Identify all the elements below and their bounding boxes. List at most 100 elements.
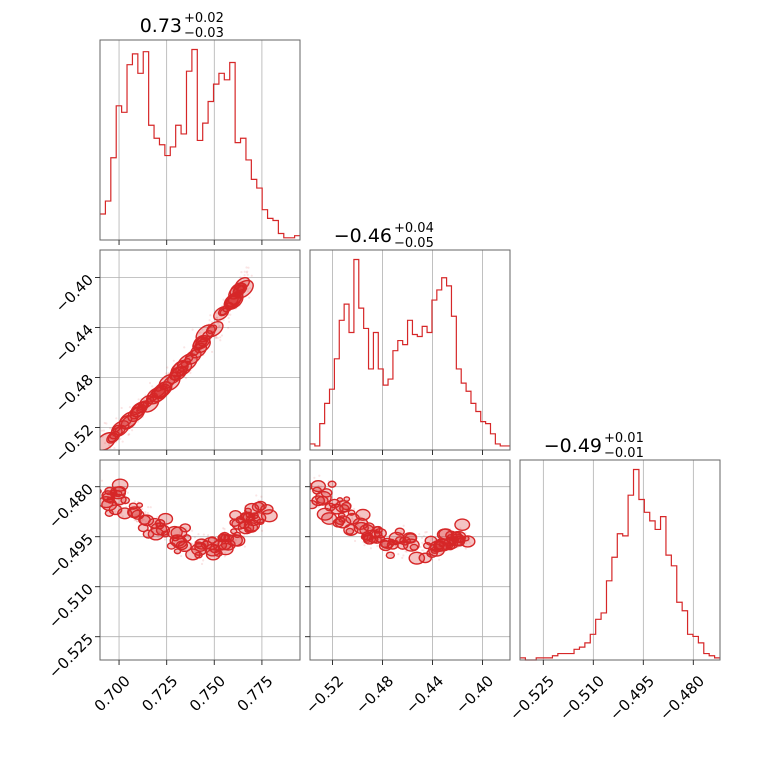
scatter-point bbox=[156, 516, 159, 519]
scatter-point bbox=[240, 270, 243, 274]
scatter-point bbox=[394, 545, 397, 548]
scatter-point bbox=[438, 558, 441, 561]
density-blob bbox=[385, 551, 396, 560]
density-blob bbox=[175, 540, 189, 551]
scatter-point bbox=[215, 316, 219, 319]
scatter-point bbox=[418, 532, 421, 536]
scatter-point bbox=[210, 320, 213, 324]
x-tick-label: −0.510 bbox=[556, 672, 608, 724]
scatter-point bbox=[229, 313, 232, 316]
scatter-point bbox=[222, 527, 225, 530]
y-tick-label: −0.510 bbox=[45, 580, 97, 632]
scatter-point bbox=[189, 371, 192, 374]
y-tick-label: −0.48 bbox=[52, 371, 97, 416]
scatter-point bbox=[246, 290, 249, 293]
joint-panel-2 bbox=[305, 459, 511, 665]
x-tick-label: 0.725 bbox=[138, 672, 181, 715]
scatter-point bbox=[464, 547, 467, 550]
y-tick-label: −0.44 bbox=[52, 321, 97, 366]
scatter-point bbox=[239, 276, 242, 279]
scatter-point bbox=[114, 510, 117, 513]
scatter-point bbox=[430, 536, 433, 539]
density-blob bbox=[429, 540, 445, 553]
scatter-point bbox=[243, 270, 246, 273]
scatter-point bbox=[172, 376, 175, 379]
density-blob bbox=[137, 523, 149, 533]
scatter-point bbox=[248, 296, 251, 299]
scatter-point bbox=[313, 476, 316, 479]
scatter-point bbox=[397, 552, 400, 556]
x-tick-label: 0.750 bbox=[186, 672, 229, 715]
scatter-point bbox=[136, 520, 139, 523]
density-blob bbox=[213, 306, 230, 321]
scatter-point bbox=[119, 437, 122, 440]
scatter-point bbox=[194, 358, 197, 361]
scatter-point bbox=[149, 506, 152, 509]
scatter-point bbox=[247, 266, 250, 269]
density-blob bbox=[108, 504, 123, 516]
scatter-point bbox=[215, 316, 218, 319]
scatter-point bbox=[166, 366, 169, 369]
density-blob bbox=[225, 293, 242, 308]
scatter-point bbox=[340, 502, 343, 505]
density-blob bbox=[155, 522, 165, 530]
density-blob bbox=[334, 515, 352, 529]
scatter-point bbox=[419, 545, 422, 549]
scatter-point bbox=[317, 506, 320, 509]
scatter-point bbox=[353, 539, 357, 543]
scatter-point bbox=[219, 336, 222, 339]
joint-frame-0 bbox=[99, 249, 301, 451]
density-blob bbox=[231, 518, 247, 530]
joint-panel-0 bbox=[95, 249, 301, 455]
scatter-point bbox=[100, 429, 104, 432]
histogram-0-steps bbox=[100, 48, 300, 239]
scatter-point bbox=[127, 433, 130, 436]
scatter-point bbox=[141, 518, 144, 522]
param-lower-0: −0.03 bbox=[184, 26, 224, 41]
density-blob bbox=[418, 552, 433, 564]
density-blob bbox=[111, 478, 129, 492]
density-blob bbox=[173, 548, 182, 555]
scatter-point bbox=[178, 531, 181, 534]
scatter-point bbox=[134, 514, 137, 517]
scatter-point bbox=[108, 427, 112, 430]
scatter-point bbox=[227, 316, 230, 320]
param-upper-1: +0.04 bbox=[394, 221, 434, 236]
scatter-point bbox=[126, 491, 129, 494]
y-tick-label: −0.495 bbox=[45, 530, 97, 582]
density-blob bbox=[372, 526, 381, 533]
scatter-point bbox=[358, 525, 361, 528]
scatter-point bbox=[350, 517, 354, 520]
scatter-point bbox=[468, 541, 471, 544]
scatter-point bbox=[243, 274, 246, 277]
density-contours bbox=[310, 480, 476, 565]
scatter-point bbox=[318, 474, 321, 477]
scatter-point bbox=[215, 336, 218, 339]
histogram-1-steps bbox=[310, 258, 510, 447]
scatter-point bbox=[356, 523, 359, 527]
scatter-point bbox=[438, 552, 441, 555]
scatter-point bbox=[214, 337, 217, 340]
density-blob bbox=[244, 502, 260, 515]
scatter-point bbox=[390, 553, 393, 557]
scatter-point bbox=[431, 537, 434, 540]
density-blob bbox=[386, 540, 399, 550]
density-blob bbox=[106, 496, 116, 504]
scatter-point bbox=[320, 485, 323, 488]
scatter-point bbox=[193, 549, 196, 552]
scatter-point bbox=[135, 513, 138, 516]
scatter-point bbox=[167, 372, 170, 375]
scatter-point bbox=[429, 539, 432, 542]
density-blob bbox=[230, 528, 238, 535]
scatter-point bbox=[187, 536, 190, 539]
density-blob bbox=[454, 518, 471, 532]
density-blob bbox=[453, 537, 465, 547]
x-tick-label: 0.700 bbox=[91, 672, 134, 715]
scatter-point bbox=[223, 527, 226, 531]
scatter-point bbox=[459, 527, 462, 530]
x-tick-label: 0.775 bbox=[234, 672, 277, 715]
scatter-point bbox=[103, 442, 107, 445]
scatter-point bbox=[201, 328, 204, 331]
scatter-point bbox=[102, 429, 105, 432]
joint-grid bbox=[100, 460, 300, 660]
